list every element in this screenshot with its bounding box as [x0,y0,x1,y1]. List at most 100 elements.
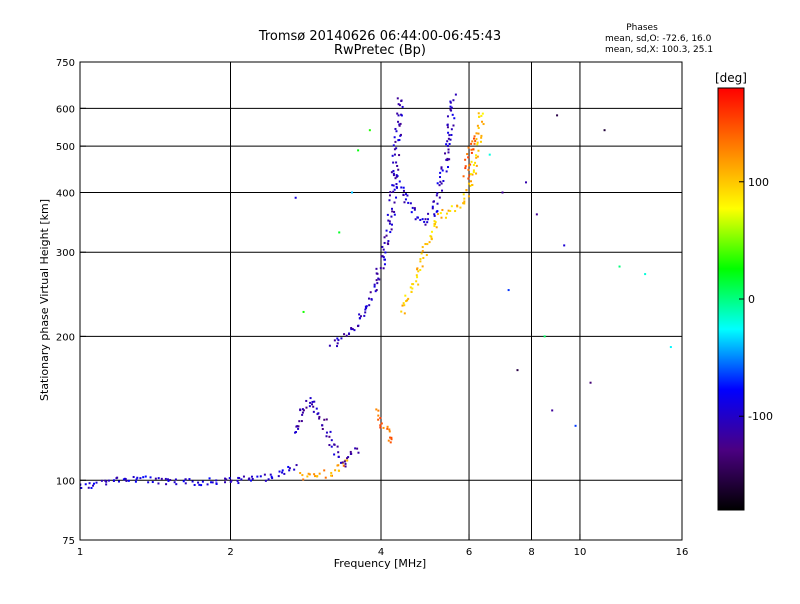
data-point [314,475,317,478]
stats-heading: Phases [626,23,658,33]
data-point [389,441,392,444]
data-point [364,308,367,311]
data-point [447,166,450,169]
data-point [188,478,191,481]
data-point [410,211,413,214]
data-point [471,173,474,176]
colorbar-tick-label: 0 [748,293,755,306]
data-point [184,478,187,481]
data-point [390,207,393,210]
data-point [288,469,291,472]
data-point [411,287,414,290]
data-point [330,471,333,474]
data-point [134,480,137,483]
data-point [224,477,227,480]
data-point [451,113,454,116]
data-point [482,123,485,126]
data-point [424,218,427,221]
data-point [426,243,429,246]
data-point [401,105,404,108]
data-point [311,400,314,403]
data-point [88,482,91,485]
data-point [374,290,377,293]
data-point [330,445,333,448]
data-point [430,235,433,238]
data-point [147,481,150,484]
data-point [507,289,510,292]
data-point [383,263,386,266]
data-point [132,475,135,478]
data-point [419,268,422,271]
data-point [316,475,319,478]
data-point [144,475,147,478]
data-point [441,208,444,211]
data-point [392,184,395,187]
data-point [470,160,473,163]
data-point [398,138,401,141]
data-point [421,250,424,253]
colorbar-label: [deg] [715,71,747,85]
data-point [467,182,470,185]
data-point [413,208,416,211]
data-point [475,164,478,167]
colorbar-tick-label: -100 [748,410,773,423]
data-point [433,214,436,217]
data-point [411,206,414,209]
data-point [471,183,474,186]
data-point [127,479,130,482]
data-point [445,212,448,215]
data-point [397,120,400,123]
data-point [345,334,348,337]
data-point [325,431,328,434]
data-point [398,104,401,107]
data-point [393,188,396,191]
data-point [391,184,394,187]
data-point [435,194,438,197]
data-point [394,140,397,143]
data-point [438,184,441,187]
data-point [182,480,185,483]
data-point [344,462,347,465]
data-point [166,478,169,481]
data-point [383,258,386,261]
data-point [446,157,449,160]
data-point [472,137,475,140]
data-point [215,482,218,485]
data-point [415,274,418,277]
data-point [436,182,439,185]
data-point [463,202,466,205]
data-point [413,207,416,210]
data-point [325,435,328,438]
data-point [404,294,407,297]
data-point [405,193,408,196]
data-point [264,479,267,482]
data-point [305,399,308,402]
data-point [603,129,606,132]
data-point [198,483,201,486]
data-point [228,477,231,480]
data-point [450,133,453,136]
data-point [447,137,450,140]
data-point [433,224,436,227]
data-point [450,128,453,131]
data-point [358,317,361,320]
data-point [347,456,350,459]
data-point [395,161,398,164]
data-point [448,134,451,137]
data-point [438,196,441,199]
y-tick-label: 75 [62,536,75,547]
data-point [427,218,430,221]
data-point [472,169,475,172]
data-point [208,477,211,480]
data-point [392,169,395,172]
stats-o-mode: mean, sd,O: -72.6, 16.0 [605,34,712,44]
data-point [420,252,423,255]
data-point [373,283,376,286]
data-point [439,171,442,174]
data-point [165,483,168,486]
data-point [267,478,270,481]
data-point [447,148,450,151]
data-point [459,206,462,209]
data-point [403,201,406,204]
